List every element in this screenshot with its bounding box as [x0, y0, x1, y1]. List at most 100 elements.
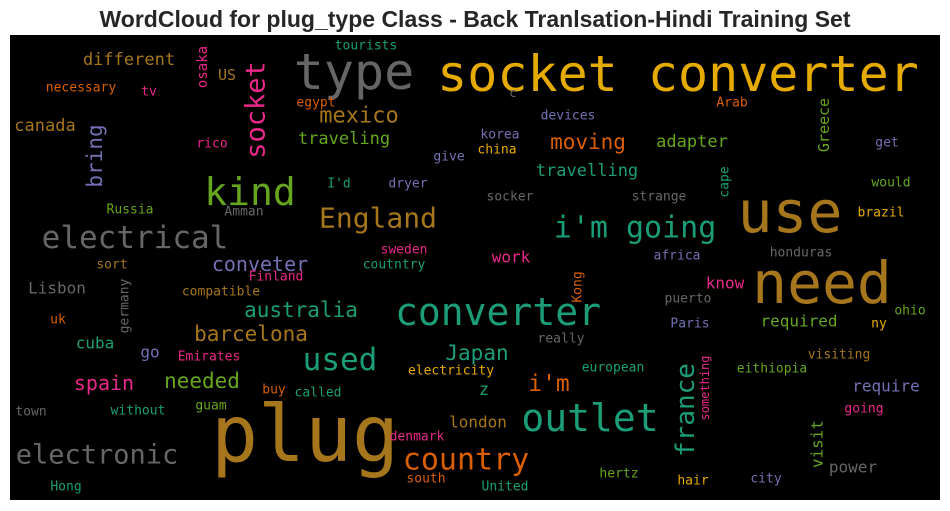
word-i-d: I'd	[327, 177, 350, 192]
word-c: c	[509, 86, 516, 100]
word-amman: Amman	[224, 205, 263, 220]
wordcloud-background	[10, 35, 940, 500]
chart-title: WordCloud for plug_type Class - Back Tra…	[99, 6, 851, 32]
word-i-m-going: i'm going	[554, 211, 717, 246]
word-uk: uk	[50, 313, 66, 328]
word-go: go	[140, 343, 159, 362]
word-converter: converter	[395, 290, 601, 334]
word-paris: Paris	[670, 317, 709, 332]
word-strange: strange	[632, 190, 687, 205]
word-denmark: denmark	[390, 430, 445, 445]
word-tourists: tourists	[335, 39, 398, 54]
word-japan: Japan	[445, 341, 508, 365]
word-kong: Kong	[571, 271, 586, 302]
word-hertz: hertz	[599, 467, 638, 482]
word-use: use	[738, 178, 843, 246]
word-conveter: conveter	[212, 252, 308, 276]
word-kind: kind	[204, 170, 296, 214]
word-barcelona: barcelona	[194, 322, 308, 346]
word-osaka: osaka	[195, 46, 211, 88]
word-electricity: electricity	[408, 364, 494, 379]
word-buy: buy	[262, 383, 286, 398]
word-germany: germany	[118, 278, 133, 333]
word-rico: rico	[196, 137, 227, 152]
word-going: going	[844, 402, 883, 417]
word-town: town	[15, 405, 46, 420]
word-finland: Finland	[249, 270, 304, 285]
word-africa: africa	[654, 249, 701, 264]
word-china: china	[477, 143, 516, 158]
word-country: country	[403, 443, 529, 478]
word-used: used	[303, 342, 378, 378]
word-ohio: ohio	[894, 304, 925, 319]
word-england: England	[319, 202, 437, 235]
word-sweden: sweden	[381, 243, 428, 258]
word-z: z	[479, 380, 489, 400]
word-type: type	[294, 43, 414, 101]
word-lisbon: Lisbon	[28, 279, 86, 298]
word-coutntry: coutntry	[363, 258, 426, 273]
word-brazil: brazil	[858, 206, 905, 221]
word-arab: Arab	[716, 96, 747, 111]
word-australia: australia	[244, 298, 358, 322]
word-visiting: visiting	[808, 348, 871, 363]
word-egypt: egypt	[296, 96, 335, 111]
word-would: would	[871, 176, 910, 191]
word-know: know	[706, 274, 745, 293]
word-dryer: dryer	[388, 177, 427, 192]
word-korea: korea	[480, 128, 519, 143]
word-emirates: Emirates	[178, 350, 241, 365]
word-need: need	[752, 249, 892, 317]
word-socker: socker	[487, 190, 534, 205]
word-compatible: compatible	[182, 285, 260, 300]
word-called: called	[295, 386, 342, 401]
word-russia: Russia	[107, 203, 154, 218]
word-require: require	[852, 377, 919, 396]
word-something: something	[698, 355, 712, 420]
word-city: city	[750, 472, 781, 487]
word-i-m: i'm	[528, 371, 570, 397]
word-needed: needed	[164, 369, 240, 393]
word-canada: canada	[14, 116, 75, 136]
word-hair: hair	[677, 474, 708, 489]
word-cuba: cuba	[76, 334, 115, 353]
word-spain: spain	[74, 371, 134, 395]
word-cape: cape	[718, 166, 733, 197]
word-traveling: traveling	[298, 129, 390, 149]
word-necessary: necessary	[46, 81, 117, 96]
word-outlet: outlet	[521, 396, 658, 440]
word-different: different	[83, 50, 175, 70]
word-tv: tv	[141, 85, 157, 100]
word-adapter: adapter	[656, 132, 728, 152]
word-eithiopia: eithiopia	[737, 362, 807, 377]
word-power: power	[829, 458, 878, 477]
word-socket: socket	[241, 61, 272, 159]
word-mexico: mexico	[319, 104, 398, 129]
word-electronic: electronic	[16, 440, 179, 471]
word-ny: ny	[871, 317, 887, 332]
word-puerto: puerto	[665, 292, 712, 307]
word-really: really	[538, 332, 585, 347]
word-bring: bring	[83, 124, 107, 187]
word-required: required	[760, 312, 837, 331]
word-guam: guam	[195, 399, 226, 414]
word-london: london	[449, 413, 507, 432]
word-honduras: honduras	[770, 246, 833, 261]
word-devices: devices	[541, 109, 596, 124]
word-get: get	[875, 136, 898, 151]
word-plug: plug	[211, 390, 399, 480]
word-travelling: travelling	[536, 161, 638, 181]
word-greece: Greece	[815, 98, 833, 152]
word-give: give	[433, 150, 464, 165]
word-work: work	[492, 248, 531, 267]
word-us: US	[218, 66, 236, 84]
word-without: without	[111, 404, 166, 419]
word-hong: Hong	[50, 480, 81, 495]
word-visit: visit	[808, 420, 827, 468]
word-european: european	[582, 361, 645, 376]
word-south: south	[406, 472, 445, 487]
word-moving: moving	[550, 130, 626, 154]
word-electrical: electrical	[42, 220, 229, 256]
